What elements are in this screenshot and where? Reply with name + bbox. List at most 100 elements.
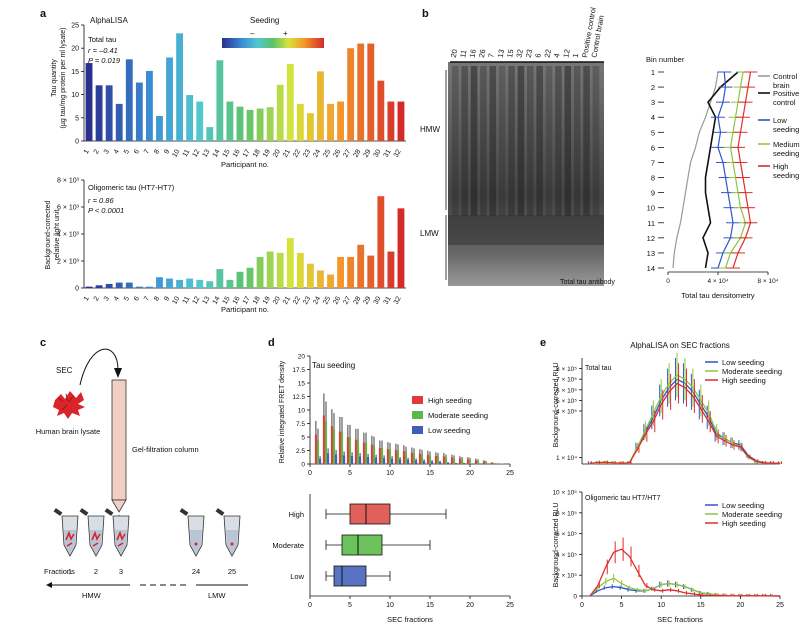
bar bbox=[471, 463, 474, 464]
stat-name: Total tau bbox=[88, 35, 116, 44]
x-tick-label: 25 bbox=[776, 602, 784, 609]
bottom-label: Oligomeric tau HT7/HT7 bbox=[585, 495, 661, 502]
x-tick-label: 8 bbox=[153, 148, 161, 155]
legend-label: Moderate seeding bbox=[722, 510, 782, 519]
bar bbox=[105, 85, 113, 141]
x-tick-label: 30 bbox=[373, 295, 383, 305]
lmw-label: LMW bbox=[208, 591, 226, 600]
x-axis-label: Participant no. bbox=[221, 305, 269, 314]
y-axis-label-2: relative light unit bbox=[54, 210, 61, 261]
fractions-label: Fractions bbox=[44, 567, 75, 576]
x-tick-label: 10 bbox=[171, 295, 181, 305]
blot-lane bbox=[508, 66, 515, 216]
chart-a-bottom: Oligomeric tau (HT7-HT7) r = 0.86 P < 0.… bbox=[45, 178, 406, 314]
chart-title: Tau seeding bbox=[312, 361, 355, 370]
bar bbox=[455, 462, 458, 464]
bar bbox=[286, 238, 294, 288]
bar bbox=[484, 461, 488, 464]
lane-label: 12 bbox=[561, 49, 571, 59]
bar bbox=[387, 251, 395, 288]
panel-letter-c: c bbox=[40, 337, 46, 349]
x-tick-label: 8 bbox=[153, 295, 161, 302]
x-tick-label: 18 bbox=[252, 148, 262, 158]
lane-label: 4 bbox=[552, 53, 562, 59]
x-tick-label: 5 bbox=[348, 470, 352, 477]
oligomeric-tau-line-chart: 0 2 × 10⁵ 4 × 10⁵ 6 × 10⁵ 8 × 10⁵ 10 × 10⁵ 0 5 1… bbox=[552, 490, 784, 610]
y-tick-label: 0 bbox=[573, 594, 577, 601]
x-axis-label: SEC fractions bbox=[657, 615, 703, 624]
bar bbox=[330, 426, 333, 464]
bar bbox=[402, 451, 405, 464]
legend-label: High seeding bbox=[428, 396, 472, 405]
bar bbox=[332, 428, 336, 464]
box-plot: High Moderate Low 0 5 10 15 20 25 bbox=[272, 494, 514, 609]
x-tick-label: 6 bbox=[133, 295, 141, 302]
bar bbox=[176, 33, 184, 141]
brain-lysate-icon bbox=[53, 391, 85, 419]
x-tick-label: 24 bbox=[312, 295, 322, 305]
legend-label: Control bbox=[773, 72, 798, 81]
bar bbox=[436, 456, 440, 464]
bar bbox=[319, 458, 322, 464]
y-tick-label: 20 bbox=[298, 354, 306, 361]
bar bbox=[500, 463, 504, 464]
blot-lanes bbox=[448, 66, 604, 245]
tube-label: 2 bbox=[94, 567, 98, 576]
bar bbox=[364, 442, 368, 464]
y-tick-label: 0 bbox=[301, 462, 305, 469]
lane-label: 26 bbox=[477, 49, 487, 59]
arrow-head bbox=[114, 368, 122, 378]
x-tick-label: 21 bbox=[282, 295, 292, 305]
bar bbox=[397, 101, 405, 141]
bar bbox=[415, 460, 418, 464]
legend-label: Low bbox=[773, 116, 787, 125]
bar bbox=[196, 101, 204, 141]
bar bbox=[327, 453, 330, 464]
x-tick-label: 5 bbox=[620, 602, 624, 609]
bar bbox=[388, 449, 392, 464]
bar bbox=[466, 459, 469, 464]
tube-cap bbox=[179, 508, 189, 516]
panel-c: SEC Human brain lysate Gel-filtration co… bbox=[36, 348, 248, 600]
legend-label: seeding bbox=[773, 149, 799, 158]
x-tick-label: 4 × 10⁴ bbox=[707, 278, 728, 285]
bar bbox=[377, 80, 385, 141]
legend-label: Moderate seeding bbox=[722, 367, 782, 376]
tube-cap bbox=[79, 508, 89, 516]
bar bbox=[145, 70, 153, 141]
bar bbox=[145, 286, 153, 288]
chart-title: AlphaLISA on SEC fractions bbox=[630, 341, 730, 350]
category-label: Low bbox=[290, 572, 304, 581]
bar bbox=[186, 95, 194, 141]
bar bbox=[206, 281, 214, 288]
bar bbox=[458, 458, 461, 464]
legend-swatch bbox=[412, 426, 423, 434]
x-axis-label: Participant no. bbox=[221, 160, 269, 169]
x-tick-label: 30 bbox=[373, 148, 383, 158]
x-tick-label: 25 bbox=[322, 295, 332, 305]
x-tick-label: 15 bbox=[426, 470, 434, 477]
bin-label: 13 bbox=[647, 249, 655, 258]
colorbar-plus: + bbox=[283, 29, 288, 38]
blot-lane bbox=[545, 66, 553, 216]
y-tick-label: 8 × 10⁵ bbox=[556, 366, 577, 373]
x-tick-label: 10 bbox=[386, 602, 394, 609]
blot-lane bbox=[461, 66, 468, 216]
bar bbox=[490, 462, 493, 464]
x-tick-label: 13 bbox=[202, 295, 212, 305]
bar bbox=[359, 456, 362, 464]
legend: ControlbrainPositivecontrolLowseedingMed… bbox=[758, 72, 800, 180]
bar bbox=[367, 456, 370, 464]
y-tick-label: 15 bbox=[298, 381, 306, 388]
bar bbox=[236, 271, 244, 288]
bin-label: 8 bbox=[651, 174, 655, 183]
x-tick-label: 4 bbox=[113, 148, 121, 155]
y-tick-label: 15 bbox=[71, 69, 79, 76]
stat-p: P < 0.0001 bbox=[88, 206, 124, 215]
bar bbox=[476, 460, 480, 464]
total-tau-line-chart: 1 × 10⁴ 4 × 10⁵ 5 × 10⁵ 6 × 10⁵ 7 × 10⁵ 8 × 1… bbox=[556, 352, 782, 465]
bar bbox=[296, 103, 304, 141]
legend-label: Medium bbox=[773, 140, 800, 149]
tube-liquid bbox=[190, 530, 202, 554]
